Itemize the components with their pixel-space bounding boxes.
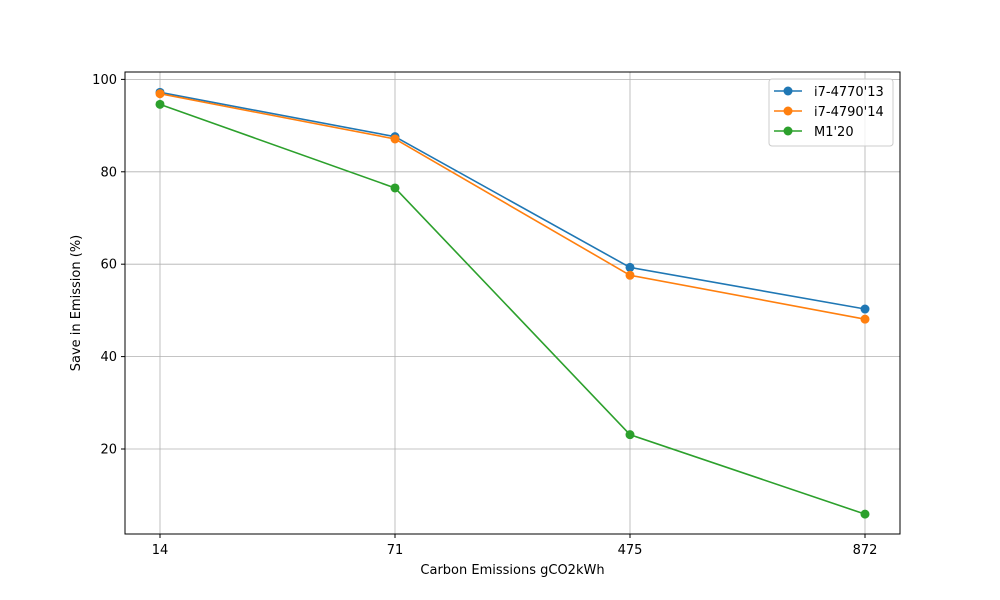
plot-frame [124, 71, 901, 535]
data-point [390, 134, 400, 144]
legend-marker [783, 86, 793, 96]
legend-entry: i7-4790'14 [774, 105, 884, 120]
y-tick-label: 100 [92, 73, 117, 88]
legend-label: M1'20 [814, 125, 854, 140]
legend-entry: i7-4770'13 [774, 85, 884, 100]
data-point [625, 262, 635, 272]
data-point [625, 430, 635, 440]
y-axis-label: Save in Emission (%) [69, 235, 84, 372]
legend-label: i7-4790'14 [814, 105, 884, 120]
x-tick-label: 71 [387, 543, 404, 558]
x-tick-label: 14 [152, 543, 169, 558]
x-tick-label: 872 [853, 543, 878, 558]
series-line [159, 91, 866, 310]
y-tick-label: 60 [100, 258, 117, 273]
data-point [155, 99, 165, 109]
y-tick-label: 20 [100, 442, 117, 457]
legend-marker [783, 126, 793, 136]
series-line [159, 103, 866, 515]
y-tick-label: 40 [100, 350, 117, 365]
legend-entry: M1'20 [774, 125, 854, 140]
legend: i7-4770'13 i7-4790'14 M1'20 [768, 78, 894, 147]
y-tick-label: 80 [100, 165, 117, 180]
data-point [155, 89, 165, 99]
x-axis-label: Carbon Emissions gCO2kWh [420, 563, 604, 578]
series-1 [155, 89, 870, 324]
data-point [860, 509, 870, 519]
data-point [625, 270, 635, 280]
legend-box [768, 78, 894, 147]
y-axis-ticks: 20 40 60 80 100 [92, 73, 125, 457]
legend-marker [783, 106, 793, 116]
x-tick-label: 475 [618, 543, 643, 558]
series-group [155, 87, 870, 519]
data-point [860, 314, 870, 324]
data-point [390, 183, 400, 193]
series-line [159, 92, 866, 320]
x-axis-ticks: 14 71 475 872 [152, 534, 878, 558]
data-point [860, 304, 870, 314]
legend-label: i7-4770'13 [814, 85, 884, 100]
series-2 [155, 99, 870, 519]
